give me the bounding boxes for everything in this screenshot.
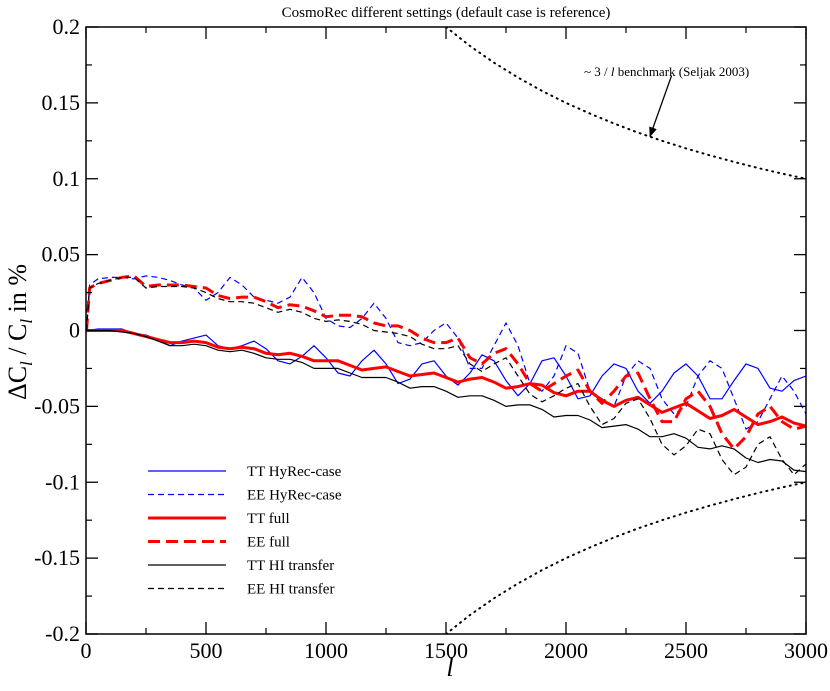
y-tick-label: -0.15	[34, 545, 80, 570]
benchmark-annotation-arrow	[649, 75, 673, 138]
x-axis-title: l	[446, 653, 453, 682]
y-axis-title-part-unit: in %	[3, 264, 32, 319]
legend: TT HyRec-case EE HyRec-case TT full EE full…	[148, 464, 342, 598]
benchmark-annotation: ~ 3 / l benchmark (Seljak 2003)	[584, 64, 749, 138]
legend-label-ee-full: EE full	[247, 535, 290, 551]
ticks-layer: 0 500 1000 1500 2000 2500 3000 -0.2 -0.15 -0.1 -0.…	[34, 14, 828, 663]
y-tick-label: 0.2	[53, 14, 81, 39]
series-line-ee-hyrec-case	[86, 275, 806, 430]
y-axis-title-part-delta-c: ΔC	[3, 366, 32, 400]
annotation-part-l: l	[611, 64, 615, 79]
series-layer	[86, 27, 806, 634]
x-tick-label: 1500	[424, 638, 468, 663]
y-tick-label: -0.2	[45, 621, 80, 646]
legend-label-tt-hi-transfer: TT HI transfer	[247, 558, 334, 574]
legend-label-ee-hyrec-case: EE HyRec-case	[247, 488, 342, 504]
series-line-tt-full	[86, 329, 806, 428]
chart-title: CosmoRec different settings (default cas…	[282, 5, 611, 21]
y-axis-title-part-over-c: / C	[3, 324, 32, 362]
benchmark-annotation-text: ~ 3 / l benchmark (Seljak 2003)	[584, 64, 749, 79]
series-line-3-l-benchmark-lower	[445, 481, 806, 634]
y-axis-title-sub-1: l	[17, 361, 36, 366]
legend-label-tt-hyrec-case: TT HyRec-case	[247, 464, 342, 480]
annotation-part-1: ~ 3 /	[584, 64, 611, 79]
x-tick-label: 3000	[784, 638, 828, 663]
y-tick-label: 0.15	[42, 90, 81, 115]
series-line-3-l-benchmark-upper	[445, 27, 806, 180]
series-line-ee-hi-transfer	[86, 276, 806, 476]
y-tick-label: -0.05	[34, 393, 80, 418]
x-tick-label: 500	[190, 638, 223, 663]
y-tick-label: -0.1	[45, 469, 80, 494]
legend-label-ee-hi-transfer: EE HI transfer	[247, 582, 334, 598]
y-tick-label: 0.05	[42, 242, 81, 267]
legend-label-tt-full: TT full	[247, 511, 290, 527]
series-line-tt-hi-transfer	[86, 329, 806, 473]
y-tick-label: 0.1	[53, 166, 81, 191]
x-tick-label: 1000	[304, 638, 348, 663]
series-line-ee-full	[86, 274, 806, 451]
annotation-part-3: benchmark (Seljak 2003)	[615, 64, 750, 79]
y-axis-title: ΔCl / Cl in %	[3, 264, 36, 400]
y-tick-label: 0	[69, 318, 80, 343]
y-axis-title-sub-2: l	[17, 319, 36, 324]
x-tick-label: 2000	[544, 638, 588, 663]
x-tick-label: 0	[81, 638, 92, 663]
x-tick-label: 2500	[664, 638, 708, 663]
